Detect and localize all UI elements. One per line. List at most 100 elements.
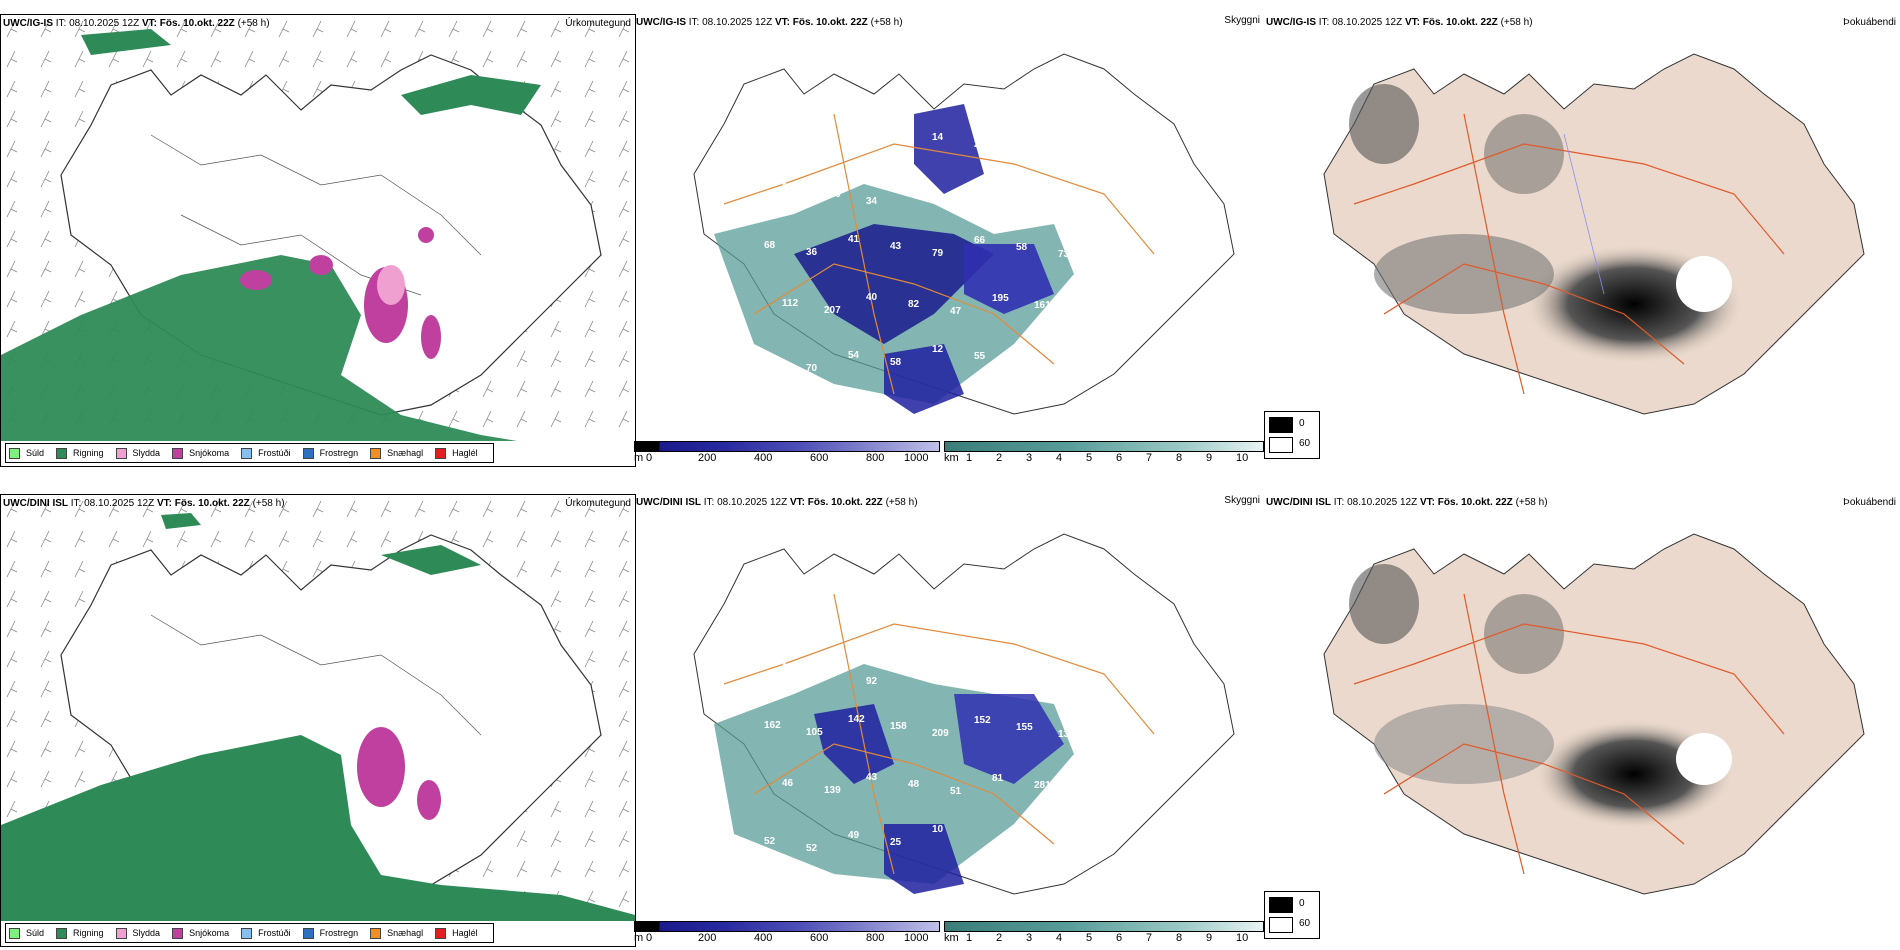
legend-swatch	[115, 447, 127, 459]
station-value-label: 61	[806, 131, 818, 142]
station-value-label: 71	[764, 604, 776, 615]
legend-swatch	[302, 447, 314, 459]
station-value-label: 49	[950, 190, 962, 201]
legend-swatch	[435, 447, 447, 459]
station-value-label: 85	[1100, 716, 1112, 727]
precip-legend-row1: Súld Rigning Slydda Snjókoma Frostúði Fr…	[5, 443, 494, 463]
station-value-label: 47	[950, 306, 962, 317]
station-value-label: 158	[890, 721, 907, 732]
station-value-label: 81	[992, 773, 1004, 784]
legend-swatch	[172, 927, 184, 939]
station-value-label: 41	[848, 234, 860, 245]
station-value-label: 133	[1076, 787, 1093, 798]
precip-title-row2: UWC/DINI ISL IT: 08.10.2025 12Z VT: Fös.…	[3, 498, 285, 509]
visibility-colorbar-row1: km 1 2 3 4 5 6 7 8 9 10	[944, 441, 1264, 465]
station-value-label: 70	[1118, 294, 1130, 305]
station-value-label: 33	[1058, 613, 1070, 624]
station-value-label: 58	[908, 183, 920, 194]
legend-swatch	[56, 927, 68, 939]
visibility-label-row2: Skyggni	[1224, 495, 1260, 506]
station-value-label: 92	[866, 676, 878, 687]
precip-panel-row2: UWC/DINI ISL IT: 08.10.2025 12Z VT: Fös.…	[0, 494, 636, 947]
fog-title-row2: UWC/DINI ISL IT: 08.10.2025 12Z VT: Fös.…	[1266, 497, 1548, 508]
station-value-label: 34	[866, 196, 878, 207]
station-value-label: 82	[908, 299, 920, 310]
fog-title-row1: UWC/IG-IS IT: 08.10.2025 12Z VT: Fös. 10…	[1266, 17, 1533, 28]
station-value-label: 40	[866, 292, 878, 303]
station-value-label: 51	[1058, 133, 1070, 144]
precip-panel-row1: UWC/IG-IS IT: 08.10.2025 12Z VT: Fös. 10…	[0, 14, 636, 467]
station-value-label: 36	[806, 247, 818, 258]
fog-label-row1: Þokuábendi	[1843, 17, 1896, 28]
legend-swatch	[172, 447, 184, 459]
station-value-label: 195	[992, 293, 1009, 304]
rain-area	[1, 255, 635, 466]
station-value-label: 12	[932, 344, 944, 355]
legend-swatch	[241, 447, 253, 459]
visibility-map-row1	[693, 53, 1235, 415]
precip-map-row2	[1, 495, 635, 946]
fog-panel-row2: UWC/DINI ISL IT: 08.10.2025 12Z VT: Fös.…	[1264, 494, 1900, 945]
station-value-label: 75	[1016, 126, 1028, 137]
visibility-title-row1: UWC/IG-IS IT: 08.10.2025 12Z VT: Fös. 10…	[636, 17, 903, 28]
legend-swatch	[370, 927, 382, 939]
station-value-label: 53	[890, 605, 902, 616]
station-value-label: 58	[1016, 242, 1028, 253]
station-value-label: 48	[908, 779, 920, 790]
station-value-label: 32	[1034, 184, 1046, 195]
legend-swatch	[9, 927, 20, 939]
station-value-label: 81	[950, 670, 962, 681]
legend-swatch	[302, 927, 314, 939]
station-value-label: 210	[824, 189, 841, 200]
station-value-label: 52	[764, 836, 776, 847]
station-labels-row1: 49 61 39 66 14 26 75 51 43 259 210 34 58 49 47 32 44 59 68…	[634, 14, 1264, 465]
legend-swatch	[9, 447, 20, 459]
station-value-label: 259	[782, 182, 799, 193]
station-value-label: 108	[782, 662, 799, 673]
precip-title-row1: UWC/IG-IS IT: 08.10.2025 12Z VT: Fös. 10…	[3, 18, 270, 29]
legend-swatch	[56, 447, 68, 459]
station-value-label: 68	[764, 356, 776, 367]
station-value-label: 29	[1016, 606, 1028, 617]
station-value-label: 67	[992, 677, 1004, 688]
station-value-label: 49	[848, 830, 860, 841]
station-value-label: 105	[806, 727, 823, 738]
station-value-label: 46	[782, 778, 794, 789]
station-value-label: 79	[932, 248, 944, 259]
station-value-label: 55	[974, 351, 986, 362]
fog-legend-row1: 0 60	[1264, 411, 1320, 459]
station-value-label: 155	[1016, 722, 1033, 733]
legend-swatch	[241, 927, 253, 939]
fog-map-row2	[1323, 533, 1865, 895]
height-colorbar-row1: m 0 200 400 600 800 1000	[634, 441, 940, 465]
station-value-label: 209	[932, 728, 949, 739]
station-value-label: 50	[908, 663, 920, 674]
station-value-label: 58	[1034, 664, 1046, 675]
precip-legend-row2: Súld Rigning Slydda Snjókoma Frostúði Fr…	[5, 923, 494, 943]
visibility-title-row2: UWC/DINI ISL IT: 08.10.2025 12Z VT: Fös.…	[636, 497, 918, 508]
visibility-panel-row1: 49 61 39 66 14 26 75 51 43 259 210 34 58 49 47 32 44 59 68…	[634, 14, 1264, 465]
station-value-label: 52	[806, 843, 818, 854]
station-value-label: 49	[764, 124, 776, 135]
station-labels-row2: 71 341 24 53 59 79 29 33 280 108 47 92 50 81 67 58 65 98 1…	[634, 494, 1264, 945]
station-value-label: 73	[1058, 249, 1070, 260]
visibility-colorbar-row2: km 1 2 3 4 5 6 7 8 9 10	[944, 921, 1264, 945]
station-value-label: 43	[890, 241, 902, 252]
station-value-label: 162	[764, 720, 781, 731]
station-value-label: 39	[848, 138, 860, 149]
station-value-label: 131	[1058, 729, 1075, 740]
station-value-label: 280	[1100, 620, 1117, 631]
precip-map-row1	[1, 15, 635, 466]
precip-type-label-row1: Úrkomutegund	[565, 18, 631, 29]
station-value-label: 14	[932, 132, 944, 143]
station-value-label: 24	[848, 618, 860, 629]
station-value-label: 58	[890, 357, 902, 368]
station-value-label: 98	[1118, 678, 1130, 689]
station-value-label: 142	[848, 714, 865, 725]
visibility-label-row1: Skyggni	[1224, 15, 1260, 26]
station-value-label: 66	[890, 125, 902, 136]
fog-label-row2: Þokuábendi	[1843, 497, 1896, 508]
station-value-label: 68	[764, 240, 776, 251]
station-value-label: 59	[932, 612, 944, 623]
height-colorbar-row2: m 0 200 400 600 800 1000	[634, 921, 940, 945]
